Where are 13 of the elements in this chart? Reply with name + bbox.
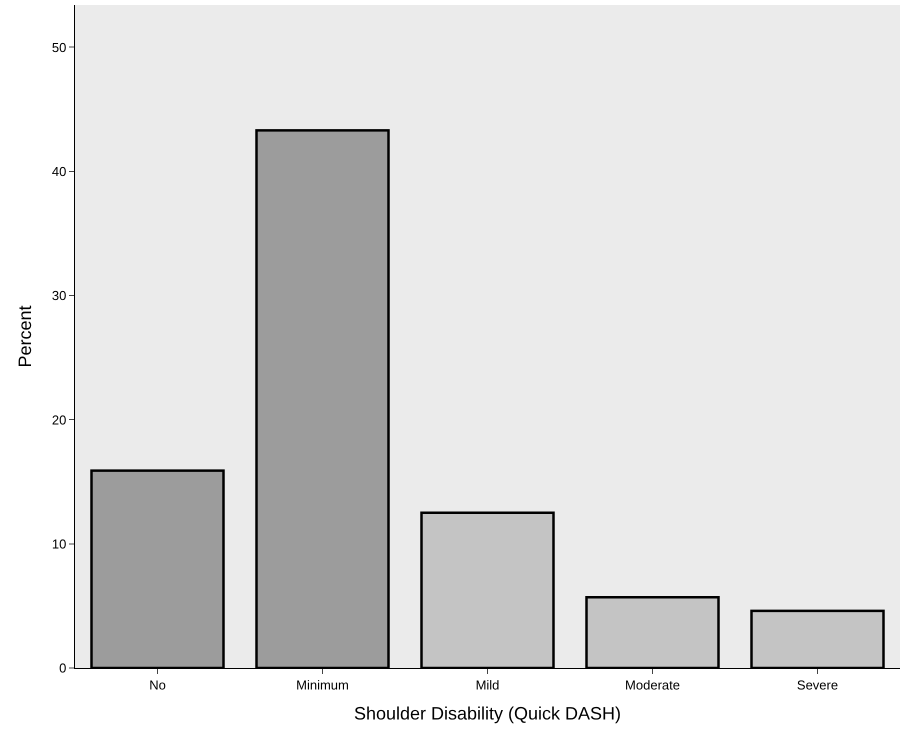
y-tick-label: 10	[52, 536, 66, 552]
y-tick-label: 30	[52, 288, 66, 304]
y-tick-label: 20	[52, 412, 66, 428]
y-tick-label: 0	[59, 660, 66, 676]
x-tick-label: Moderate	[625, 678, 680, 693]
y-tick-label: 50	[52, 40, 66, 55]
x-tick-label: Severe	[796, 678, 838, 693]
x-axis-title: Shoulder Disability (Quick DASH)	[354, 704, 622, 724]
x-tick-label: No	[149, 678, 166, 693]
x-tick-label: Minimum	[296, 678, 349, 693]
x-tick-label: Mild	[476, 678, 500, 693]
y-tick-label: 40	[52, 164, 66, 179]
y-axis-title: Percent	[15, 305, 36, 368]
